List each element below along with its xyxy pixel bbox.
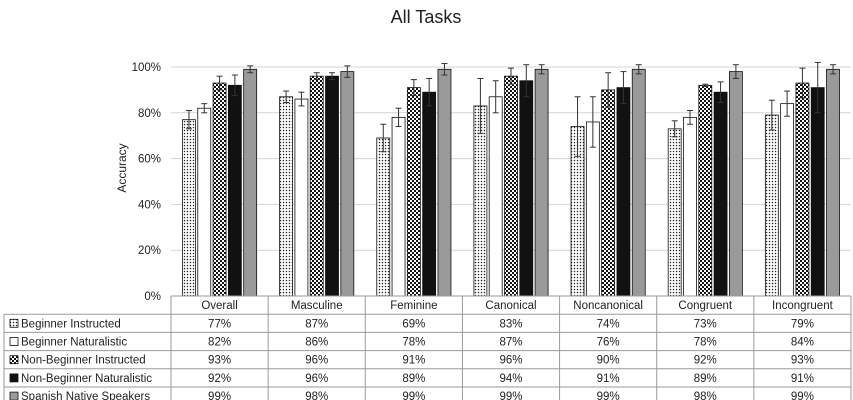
legend-series-name: Non-Beginner Instructed [21, 355, 146, 367]
legend-series-name: Non-Beginner Naturalistic [21, 373, 152, 385]
bar [795, 82, 810, 297]
bar [683, 116, 697, 297]
data-label: 92% [208, 373, 231, 385]
data-label: 98% [305, 391, 328, 400]
y-tick-label: 20% [138, 245, 161, 257]
data-label: 99% [499, 391, 522, 400]
category-label: Canonical [485, 300, 536, 312]
data-table: Overall Masculine Feminine Canonical Noncano… [3, 295, 852, 400]
y-tick-labels: 0% 20% 40% 60% 80% 100% [132, 62, 161, 303]
bar [810, 87, 825, 297]
data-label: 91% [402, 355, 425, 367]
data-label: 78% [402, 337, 425, 349]
y-tick-label: 40% [138, 199, 161, 211]
data-label: 94% [499, 373, 522, 385]
data-label: 92% [694, 355, 717, 367]
bar [667, 128, 682, 297]
bar [698, 84, 713, 297]
data-label: 99% [597, 391, 620, 400]
bar [212, 82, 227, 297]
data-label: 98% [694, 391, 717, 400]
data-label: 83% [499, 318, 522, 330]
bar [780, 103, 795, 297]
bar [294, 98, 309, 297]
bar [340, 71, 355, 297]
bar [437, 68, 452, 297]
data-label: 77% [208, 318, 231, 330]
bar [243, 68, 258, 297]
data-label: 96% [305, 373, 328, 385]
data-label: 82% [208, 337, 231, 349]
bar [585, 121, 600, 297]
data-label: 89% [694, 373, 717, 385]
bar [376, 137, 391, 297]
bar [713, 91, 728, 297]
data-label: 99% [208, 391, 231, 400]
category-label: Overall [201, 300, 237, 312]
data-label: 96% [305, 355, 328, 367]
bar [616, 87, 631, 297]
data-label: 93% [791, 355, 814, 367]
bar [279, 96, 294, 297]
category-label: Incongruent [772, 300, 834, 312]
bars [182, 68, 840, 297]
y-tick-label: 60% [138, 154, 161, 166]
bar [391, 116, 406, 297]
bar [826, 68, 840, 297]
bar [601, 89, 616, 297]
legend-series-name: Beginner Instructed [21, 318, 121, 330]
bar [728, 71, 743, 297]
y-tick-label: 80% [138, 108, 161, 120]
data-label: 91% [791, 373, 814, 385]
bar [422, 91, 437, 297]
data-label: 79% [791, 318, 814, 330]
category-label: Feminine [390, 300, 437, 312]
data-label: 93% [208, 355, 231, 367]
data-label: 86% [305, 337, 328, 349]
bar [325, 75, 339, 297]
legend-series-name: Spanish Native Speakers [21, 391, 150, 400]
bar [488, 96, 503, 297]
data-label: 87% [305, 318, 328, 330]
legend-swatch [9, 373, 19, 383]
data-label: 74% [597, 318, 620, 330]
y-tick-label: 100% [132, 62, 161, 74]
data-label: 99% [791, 391, 814, 400]
error-bars [185, 61, 837, 157]
data-label: 76% [597, 337, 620, 349]
data-label: 78% [694, 337, 717, 349]
data-label: 73% [694, 318, 717, 330]
y-tick-label: 0% [144, 291, 161, 303]
bar [197, 107, 212, 297]
chart-title: All Tasks [391, 7, 462, 27]
data-label: 99% [402, 391, 425, 400]
legend-swatch [9, 391, 19, 400]
bar [227, 84, 242, 297]
bar [764, 114, 779, 297]
legend-series-name: Beginner Naturalistic [21, 337, 127, 349]
category-label: Masculine [291, 300, 343, 312]
data-label: 96% [499, 355, 522, 367]
category-label: Congruent [678, 300, 733, 312]
data-label: 87% [499, 337, 522, 349]
bar [473, 105, 488, 297]
legend-swatch [9, 355, 19, 365]
data-label: 90% [597, 355, 620, 367]
bar [309, 75, 324, 297]
bar [519, 80, 534, 297]
data-label: 89% [402, 373, 425, 385]
bar [504, 75, 518, 297]
category-label: Noncanonical [573, 300, 643, 312]
data-label: 91% [597, 373, 620, 385]
data-label: 69% [402, 318, 425, 330]
data-label: 84% [791, 337, 814, 349]
bar [631, 68, 646, 297]
bar [182, 119, 196, 297]
legend-swatch [9, 337, 19, 346]
bar [534, 68, 549, 297]
bar [406, 87, 421, 297]
y-axis-label: Accuracy [115, 143, 129, 192]
legend-swatch [9, 318, 19, 328]
